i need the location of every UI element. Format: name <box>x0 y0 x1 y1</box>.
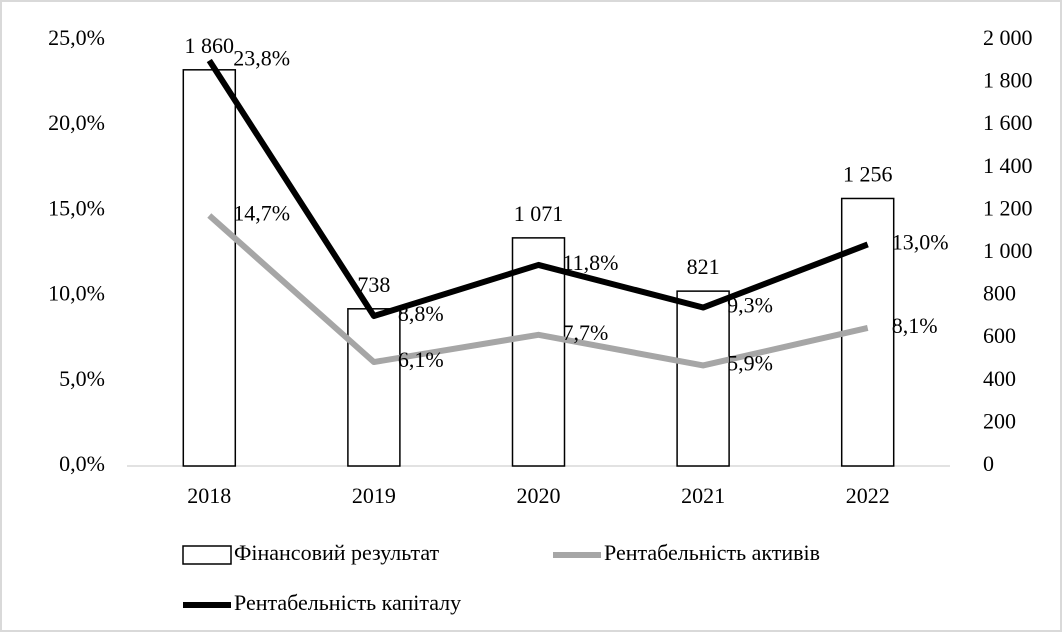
bar-value-label: 1 071 <box>514 201 564 226</box>
y2-tick-label: 1 800 <box>983 68 1033 93</box>
line-value-label: 23,8% <box>233 45 290 70</box>
y2-tick-label: 0 <box>983 451 994 476</box>
y2-tick-label: 2 000 <box>983 25 1033 50</box>
line-value-label: 14,7% <box>233 201 290 226</box>
x-tick-label: 2021 <box>681 483 725 508</box>
x-tick-label: 2018 <box>187 483 231 508</box>
line <box>206 58 869 320</box>
y-tick-label: 20,0% <box>48 110 105 135</box>
bar <box>347 308 401 467</box>
x-tick-label: 2019 <box>352 483 396 508</box>
bar-value-label: 1 860 <box>185 33 235 58</box>
legend-label: Фінансовий результат <box>234 540 440 565</box>
x-tick-label: 2022 <box>846 483 890 508</box>
line-value-label: 7,7% <box>563 320 609 345</box>
bar-value-label: 821 <box>687 254 720 279</box>
y-tick-label: 25,0% <box>48 25 105 50</box>
y-tick-label: 0,0% <box>59 451 105 476</box>
y2-tick-label: 1 000 <box>983 238 1033 263</box>
y2-tick-label: 400 <box>983 366 1016 391</box>
bar <box>511 237 566 467</box>
bar-value-label: 738 <box>357 272 390 297</box>
legend-swatch <box>182 545 232 565</box>
y2-tick-label: 1 400 <box>983 153 1033 178</box>
y-tick-label: 10,0% <box>48 281 105 306</box>
line-value-label: 13,0% <box>892 230 949 255</box>
y2-tick-label: 200 <box>983 408 1016 433</box>
y2-tick-label: 800 <box>983 281 1016 306</box>
y-tick-label: 5,0% <box>59 366 105 391</box>
bar <box>676 290 730 467</box>
line-value-label: 8,8% <box>398 301 444 326</box>
legend-label: Рентабельність капіталу <box>234 590 461 615</box>
y2-tick-label: 600 <box>983 323 1016 348</box>
legend-label: Рентабельність активів <box>604 540 820 565</box>
line-value-label: 11,8% <box>563 250 619 275</box>
x-tick-label: 2020 <box>517 483 561 508</box>
line-value-label: 5,9% <box>727 351 773 376</box>
line-value-label: 9,3% <box>727 293 773 318</box>
line-value-label: 6,1% <box>398 347 444 372</box>
bar-value-label: 1 256 <box>843 162 893 187</box>
y2-tick-label: 1 200 <box>983 195 1033 220</box>
y2-tick-label: 1 600 <box>983 110 1033 135</box>
y-tick-label: 15,0% <box>48 195 105 220</box>
line <box>207 213 869 369</box>
bar <box>182 69 237 467</box>
line-value-label: 8,1% <box>892 313 938 338</box>
